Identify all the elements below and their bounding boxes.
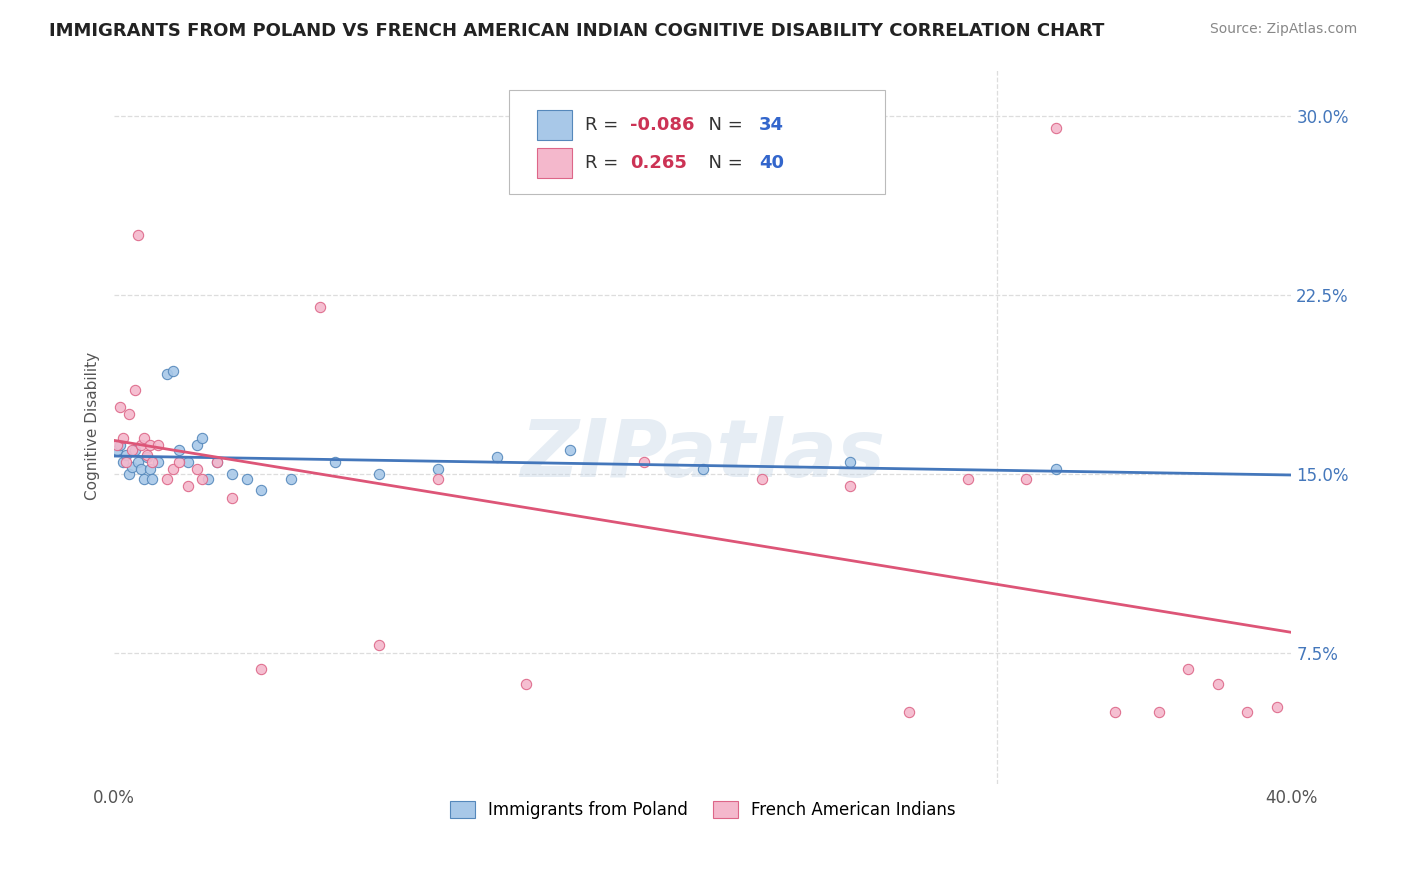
Point (515, 676, 537, 690)
Text: -0.086: -0.086 (630, 116, 695, 134)
Point (132, 472, 155, 486)
Point (751, 472, 773, 486)
Point (221, 467, 243, 481)
Point (1045, 121, 1067, 136)
Point (191, 472, 214, 486)
Point (127, 228, 149, 243)
Point (118, 467, 141, 481)
Text: ZIPatlas: ZIPatlas (520, 416, 886, 494)
Point (1015, 472, 1038, 486)
Point (156, 367, 179, 381)
Point (368, 467, 391, 481)
FancyBboxPatch shape (509, 90, 886, 194)
Point (135, 448, 157, 462)
Point (560, 442, 582, 457)
Point (118, 407, 141, 421)
Point (368, 639, 391, 653)
Point (186, 438, 208, 452)
Point (141, 455, 163, 469)
Point (1104, 705, 1126, 719)
Point (323, 455, 346, 469)
Text: Source: ZipAtlas.com: Source: ZipAtlas.com (1209, 22, 1357, 37)
Point (115, 455, 138, 469)
Point (250, 483, 273, 498)
Point (111, 455, 134, 469)
Point (129, 462, 152, 476)
Point (111, 431, 134, 445)
Point (633, 455, 655, 469)
Point (235, 472, 257, 486)
Point (205, 455, 228, 469)
Point (156, 472, 179, 486)
Point (426, 462, 449, 476)
Text: 40: 40 (759, 154, 785, 172)
Point (135, 450, 157, 464)
Point (121, 459, 143, 474)
Point (280, 472, 302, 486)
Point (838, 455, 860, 469)
Text: IMMIGRANTS FROM POLAND VS FRENCH AMERICAN INDIAN COGNITIVE DISABILITY CORRELATIO: IMMIGRANTS FROM POLAND VS FRENCH AMERICA… (49, 22, 1105, 40)
Point (956, 472, 979, 486)
Text: R =: R = (585, 116, 624, 134)
Point (141, 472, 163, 486)
Point (108, 400, 131, 414)
Text: R =: R = (585, 154, 624, 172)
Y-axis label: Cognitive Disability: Cognitive Disability (86, 352, 100, 500)
Point (197, 472, 219, 486)
Point (124, 384, 146, 398)
Point (838, 479, 860, 493)
Point (1177, 662, 1199, 676)
Point (1045, 462, 1067, 476)
Legend: Immigrants from Poland, French American Indians: Immigrants from Poland, French American … (443, 794, 963, 825)
Point (1206, 676, 1229, 690)
Point (485, 450, 508, 464)
Point (1236, 705, 1258, 719)
Point (167, 442, 190, 457)
Point (1147, 705, 1170, 719)
Point (132, 431, 155, 445)
Point (692, 462, 714, 476)
Point (127, 455, 149, 469)
Point (177, 479, 200, 493)
Point (138, 438, 160, 452)
Point (162, 462, 184, 476)
Point (121, 442, 143, 457)
Point (186, 462, 208, 476)
Point (115, 448, 138, 462)
Text: N =: N = (697, 116, 748, 134)
Point (105, 442, 128, 457)
Point (167, 455, 190, 469)
Point (205, 455, 228, 469)
Text: 0.265: 0.265 (630, 154, 686, 172)
Point (426, 472, 449, 486)
Bar (537, 148, 572, 178)
Point (177, 455, 200, 469)
Point (309, 300, 332, 314)
Point (1265, 700, 1288, 714)
Point (108, 438, 131, 452)
Point (250, 662, 273, 676)
Point (162, 364, 184, 378)
Text: N =: N = (697, 154, 748, 172)
Point (148, 455, 170, 469)
Point (221, 491, 243, 505)
Point (105, 438, 128, 452)
Point (897, 705, 920, 719)
Bar (537, 110, 572, 140)
Point (148, 438, 170, 452)
Point (124, 442, 146, 457)
Text: 34: 34 (759, 116, 785, 134)
Point (129, 438, 152, 452)
Point (138, 462, 160, 476)
Point (191, 431, 214, 445)
